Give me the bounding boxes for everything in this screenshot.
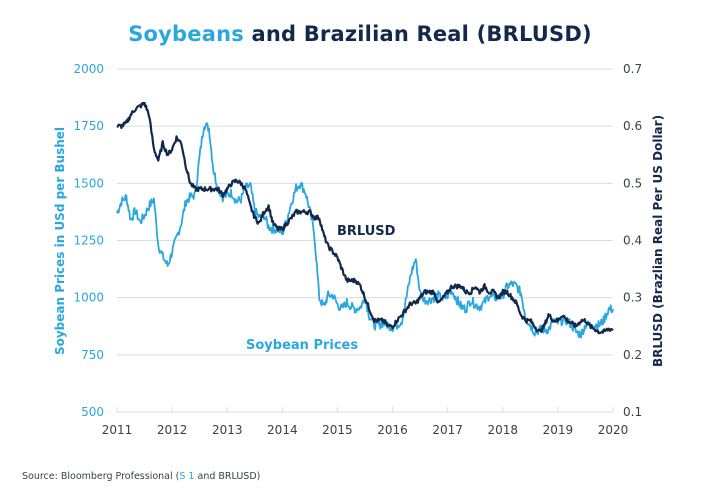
source-note: Source: Bloomberg Professional (S 1 and … xyxy=(22,471,260,482)
source-link-s1[interactable]: S 1 xyxy=(179,471,195,482)
annotation-brlusd: BRLUSD xyxy=(337,224,396,239)
x-tick-label: 2016 xyxy=(377,423,408,437)
annotation-soybean-prices: Soybean Prices xyxy=(246,338,358,353)
soybean-price-line xyxy=(116,122,614,339)
y-axis-left-label: Soybean Prices in USd per Bushel xyxy=(53,127,67,355)
chart-title-rest: and Brazilian Real (BRLUSD) xyxy=(243,22,592,46)
source-prefix: Source: Bloomberg Professional ( xyxy=(22,471,180,482)
x-tick-label: 2012 xyxy=(157,423,188,437)
x-tick-label: 2020 xyxy=(598,423,629,437)
y2-tick-label: 0.4 xyxy=(623,234,642,248)
y2-tick-label: 0.3 xyxy=(623,291,642,305)
gridlines xyxy=(117,68,613,413)
y-axis-left-ticks: 500 750 1000 1250 1500 1750 2000 xyxy=(73,62,104,419)
y2-tick-label: 0.6 xyxy=(623,119,642,133)
x-axis-ticks: 2011 2012 2013 2014 2015 2016 2017 2018 2019 2020 xyxy=(102,407,629,437)
series-lines xyxy=(116,101,614,339)
y-axis-right-ticks: 0.1 0.2 0.3 0.4 0.5 0.6 0.7 xyxy=(623,62,642,419)
y2-tick-label: 0.5 xyxy=(623,176,642,190)
x-tick-label: 2019 xyxy=(543,423,574,437)
chart-title-highlight: Soybeans xyxy=(128,22,244,46)
x-tick-label: 2015 xyxy=(322,423,353,437)
y2-tick-label: 0.1 xyxy=(623,405,642,419)
brlusd-line xyxy=(116,101,614,335)
x-tick-label: 2011 xyxy=(102,423,133,437)
y-axis-right-label: BRLUSD (Brazlian Real Per US Dollar) xyxy=(651,115,665,367)
y2-tick-label: 0.2 xyxy=(623,348,642,362)
y-tick-label: 500 xyxy=(81,405,104,419)
y-tick-label: 1750 xyxy=(73,119,104,133)
chart-title: Soybeans and Brazilian Real (BRLUSD) xyxy=(0,22,720,46)
source-suffix: and BRLUSD) xyxy=(194,471,261,482)
y2-tick-label: 0.7 xyxy=(623,62,642,76)
y-tick-label: 1250 xyxy=(73,234,104,248)
y-tick-label: 750 xyxy=(81,348,104,362)
y-tick-label: 2000 xyxy=(73,62,104,76)
y-tick-label: 1000 xyxy=(73,291,104,305)
x-tick-label: 2014 xyxy=(267,423,298,437)
y-tick-label: 1500 xyxy=(73,176,104,190)
x-tick-label: 2013 xyxy=(212,423,243,437)
x-tick-label: 2018 xyxy=(488,423,519,437)
x-tick-label: 2017 xyxy=(432,423,463,437)
